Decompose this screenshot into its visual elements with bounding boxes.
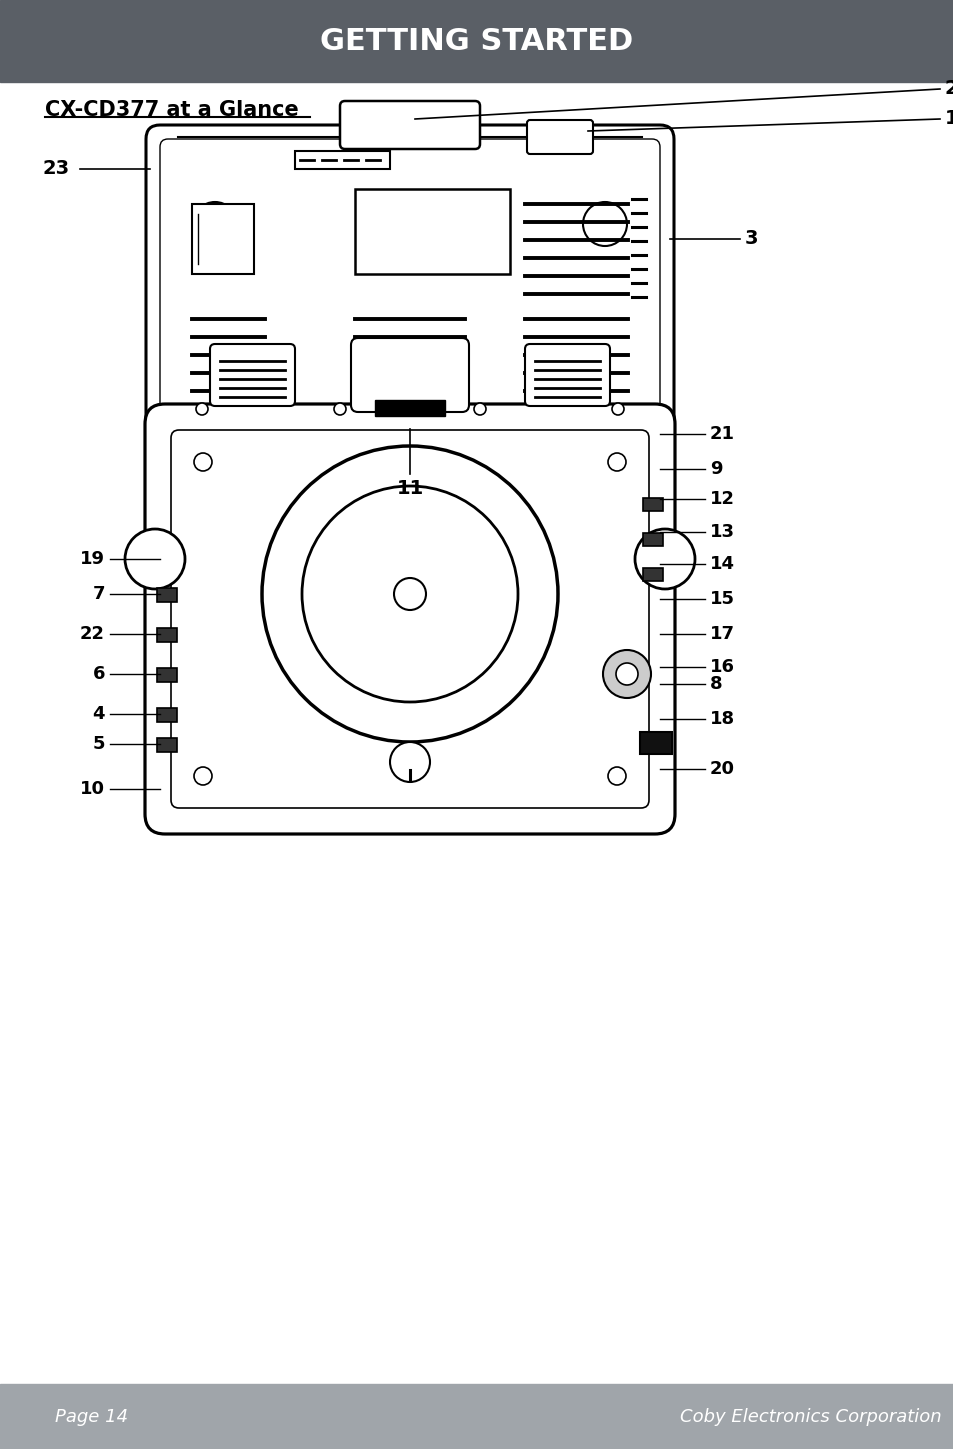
FancyBboxPatch shape	[351, 338, 469, 412]
Text: 5: 5	[92, 735, 105, 753]
Bar	[294, 151, 390, 170]
Circle shape	[474, 403, 485, 414]
Text: 21: 21	[709, 425, 734, 443]
Text: 13: 13	[709, 523, 734, 540]
Circle shape	[390, 742, 430, 782]
Bar	[157, 668, 177, 682]
Text: Coby Electronics Corporation: Coby Electronics Corporation	[679, 1408, 941, 1426]
Bar	[355, 188, 510, 274]
Text: 9: 9	[709, 459, 721, 478]
Circle shape	[607, 454, 625, 471]
Bar	[157, 738, 177, 752]
Bar	[375, 400, 444, 416]
Text: 15: 15	[709, 590, 734, 609]
Text: 18: 18	[709, 710, 735, 727]
Text: GETTING STARTED: GETTING STARTED	[320, 26, 633, 55]
Circle shape	[195, 403, 208, 414]
Circle shape	[607, 767, 625, 785]
Text: 7: 7	[92, 585, 105, 603]
Text: 11: 11	[395, 480, 423, 498]
Bar	[642, 498, 662, 511]
Text: 2: 2	[944, 80, 953, 99]
Text: 8: 8	[709, 675, 721, 693]
Circle shape	[193, 201, 236, 246]
Circle shape	[394, 578, 426, 610]
Bar	[639, 732, 671, 753]
FancyBboxPatch shape	[160, 139, 659, 419]
Circle shape	[612, 403, 623, 414]
Circle shape	[193, 767, 212, 785]
Text: 23: 23	[43, 159, 70, 178]
Text: 16: 16	[709, 658, 734, 677]
Text: 20: 20	[709, 759, 734, 778]
Circle shape	[262, 446, 558, 742]
Text: 10: 10	[80, 780, 105, 798]
Circle shape	[616, 664, 638, 685]
FancyBboxPatch shape	[210, 343, 294, 406]
Bar	[157, 588, 177, 601]
FancyBboxPatch shape	[171, 430, 648, 809]
Text: 22: 22	[80, 625, 105, 643]
FancyBboxPatch shape	[526, 120, 593, 154]
Circle shape	[635, 529, 695, 588]
Text: 6: 6	[92, 665, 105, 682]
Text: 12: 12	[709, 490, 734, 509]
Bar	[157, 709, 177, 722]
Text: Page 14: Page 14	[55, 1408, 128, 1426]
Text: 4: 4	[92, 706, 105, 723]
FancyBboxPatch shape	[146, 125, 673, 433]
Bar	[0, 1384, 953, 1449]
Circle shape	[582, 201, 626, 246]
Text: 19: 19	[80, 551, 105, 568]
FancyBboxPatch shape	[339, 101, 479, 149]
FancyBboxPatch shape	[145, 404, 675, 835]
Bar	[192, 204, 253, 274]
Bar	[0, 0, 953, 83]
Bar	[642, 533, 662, 546]
Text: CX-CD377 at a Glance: CX-CD377 at a Glance	[45, 100, 298, 120]
Circle shape	[602, 651, 650, 698]
Text: 14: 14	[709, 555, 734, 572]
Bar	[157, 627, 177, 642]
Circle shape	[334, 403, 346, 414]
FancyBboxPatch shape	[524, 343, 609, 406]
Text: 1: 1	[944, 110, 953, 129]
Circle shape	[302, 485, 517, 701]
Text: 17: 17	[709, 625, 734, 643]
Circle shape	[193, 454, 212, 471]
Bar	[642, 568, 662, 581]
Text: 3: 3	[744, 229, 758, 248]
Circle shape	[125, 529, 185, 588]
